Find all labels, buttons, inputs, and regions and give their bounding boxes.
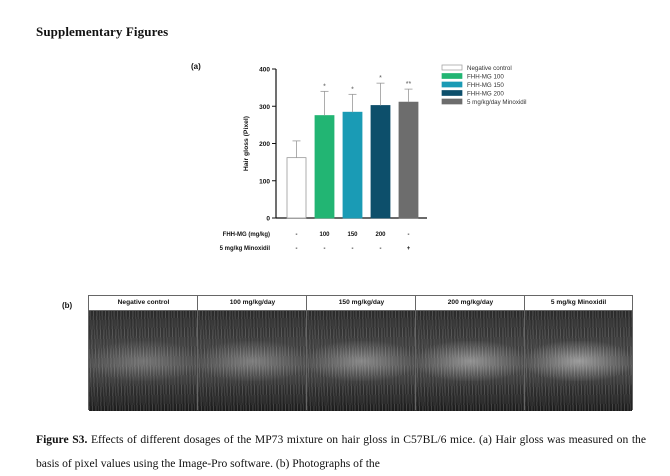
y-tick-label: 400: [259, 67, 270, 74]
significance-marker: *: [351, 86, 354, 93]
photo-column: 200 mg/kg/day: [415, 295, 525, 411]
y-axis-label: Hair gloss (Pixel): [243, 116, 250, 171]
legend-swatch: [441, 81, 463, 88]
legend-label: 5 mg/kg/day Minoxidil: [467, 99, 527, 106]
photo-header: 150 mg/kg/day: [307, 295, 416, 311]
legend-label: Negative control: [467, 65, 512, 72]
figure-caption: Figure S3. Effects of different dosages …: [36, 428, 646, 476]
significance-marker: *: [379, 75, 382, 82]
photo-header: Negative control: [89, 295, 198, 311]
panel-b-label: (b): [62, 301, 73, 310]
photo-column: 150 mg/kg/day: [306, 295, 416, 411]
section-heading: Supplementary Figures: [36, 24, 169, 39]
photo-column: 5 mg/kg Minoxidil: [524, 295, 633, 411]
hair-gloss-highlight: [416, 341, 525, 381]
legend-swatch: [441, 98, 463, 105]
legend-label: FHH-MG 200: [467, 91, 504, 98]
photo-column: 100 mg/kg/day: [197, 295, 307, 411]
hair-photo: [416, 311, 525, 411]
photo-header: 200 mg/kg/day: [416, 295, 525, 311]
table-cell: +: [407, 246, 411, 252]
y-tick-label: 300: [259, 104, 270, 111]
hair-photo: [198, 311, 307, 411]
hair-gloss-highlight: [89, 341, 198, 381]
table-cell: -: [296, 232, 298, 238]
legend-label: FHH-MG 150: [467, 82, 504, 89]
bar: [370, 105, 391, 219]
hair-photo: [89, 311, 198, 411]
significance-marker: *: [323, 83, 326, 90]
table-cell: -: [352, 246, 354, 252]
photo-header: 5 mg/kg Minoxidil: [525, 295, 632, 311]
caption-text: Effects of different dosages of the MP73…: [36, 433, 646, 470]
panel-a-label: (a): [191, 62, 201, 71]
legend-swatch: [441, 73, 463, 79]
table-cell: -: [380, 246, 382, 252]
legend-swatch: [441, 64, 463, 71]
y-tick-label: 200: [259, 141, 270, 148]
photo-column: Negative control: [88, 295, 198, 411]
table-cell: -: [408, 232, 410, 238]
bar: [398, 101, 419, 219]
bar: [314, 115, 335, 219]
hair-photo: [525, 311, 632, 411]
hair-gloss-highlight: [525, 341, 632, 381]
hair-gloss-highlight: [307, 341, 416, 381]
y-tick-label: 100: [259, 178, 270, 185]
y-tick-label: 0: [266, 216, 270, 223]
bar: [286, 157, 307, 219]
caption-label: Figure S3.: [36, 433, 88, 446]
table-cell: 100: [319, 232, 330, 238]
hair-photo: [307, 311, 416, 411]
table-row-label: FHH-MG (mg/kg): [223, 232, 270, 238]
table-cell: 150: [347, 232, 358, 238]
table-cell: -: [324, 246, 326, 252]
hair-photo-panel: Negative control 100 mg/kg/day 150 mg/kg/d…: [88, 295, 633, 411]
hair-gloss-highlight: [198, 341, 307, 381]
legend-label: FHH-MG 100: [467, 74, 504, 81]
table-cell: 200: [375, 232, 386, 238]
table-row-label: 5 mg/kg Minoxidil: [220, 246, 271, 252]
legend-swatch: [441, 90, 463, 96]
photo-header: 100 mg/kg/day: [198, 295, 307, 311]
bar: [342, 111, 363, 219]
significance-marker: **: [406, 81, 412, 88]
table-cell: -: [296, 246, 298, 252]
